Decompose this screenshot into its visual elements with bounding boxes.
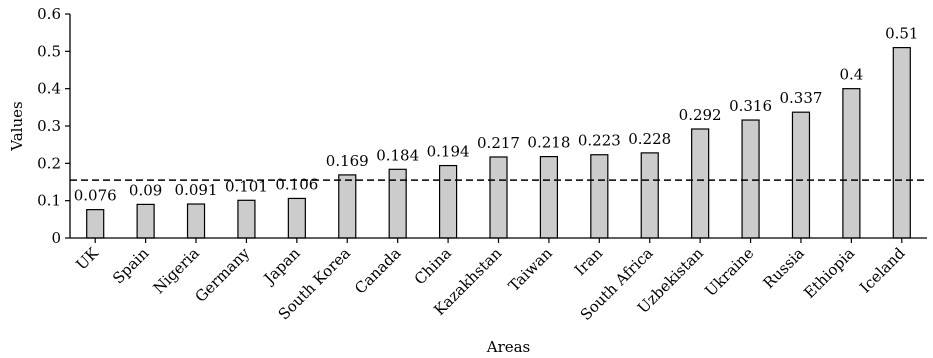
bars xyxy=(86,46,911,239)
bar-value-label: 0.337 xyxy=(779,89,822,107)
bar xyxy=(438,164,458,239)
bar-value-label: 0.223 xyxy=(578,132,621,150)
bar-value-label: 0.09 xyxy=(129,181,162,199)
bar xyxy=(338,174,357,239)
y-tick-label: 0.5 xyxy=(37,42,61,60)
bar-value-label: 0.316 xyxy=(729,97,772,115)
y-tick-label: 0.1 xyxy=(37,192,61,210)
bar xyxy=(186,203,206,239)
bar xyxy=(86,209,105,239)
bar-value-label: 0.194 xyxy=(427,143,470,161)
bar xyxy=(842,88,861,239)
bar-value-label: 0.217 xyxy=(477,134,520,152)
x-tick-label: Spain xyxy=(109,244,153,288)
x-tick-label: Iran xyxy=(571,244,606,279)
bar-value-label: 0.076 xyxy=(74,187,117,205)
x-tick-label: Russia xyxy=(760,244,808,292)
y-tick-label: 0.6 xyxy=(37,5,61,23)
bar-value-label: 0.106 xyxy=(275,175,318,193)
bar xyxy=(136,203,155,239)
bar-value-label: 0.169 xyxy=(326,152,369,170)
bar xyxy=(489,156,508,239)
bar xyxy=(791,111,811,239)
x-tick-label: Ukraine xyxy=(701,244,757,300)
bar-value-label: 0.292 xyxy=(679,106,722,124)
bar xyxy=(539,156,559,239)
bar-value-label: 0.091 xyxy=(175,181,218,199)
x-tick-label: UK xyxy=(72,244,102,274)
x-tick-label: Canada xyxy=(351,244,404,297)
bar-value-label: 0.218 xyxy=(527,134,570,152)
bar-value-label: 0.101 xyxy=(225,177,268,195)
y-tick-label: 0.3 xyxy=(37,117,61,135)
bar xyxy=(741,119,760,239)
bar xyxy=(287,197,306,239)
bar xyxy=(237,199,256,239)
bar xyxy=(590,154,609,239)
y-tick-label: 0.2 xyxy=(37,154,61,172)
y-tick-label: 0.4 xyxy=(37,80,61,98)
y-axis-label: Values xyxy=(8,101,26,151)
bar-value-label: 0.51 xyxy=(885,25,918,43)
x-tick-label: China xyxy=(411,244,455,288)
bar xyxy=(640,152,659,239)
x-tick-label: Iceland xyxy=(856,244,909,297)
x-axis-label: Areas xyxy=(486,338,531,356)
x-tick-label: Taiwan xyxy=(505,244,556,295)
bar-value-label: 0.228 xyxy=(628,130,671,148)
value-labels: 0.076 0.09 0.091 0.101 0.106 0.169 0.184 0.194 0… xyxy=(74,25,919,205)
y-axis-ticks: 0 0.1 0.2 0.3 0.4 0.5 0.6 xyxy=(37,5,70,247)
bar-value-label: 0.184 xyxy=(376,146,419,164)
bar xyxy=(691,128,710,239)
bar xyxy=(892,46,911,239)
x-tick-label: Japan xyxy=(259,244,304,289)
y-tick-label: 0 xyxy=(51,229,61,247)
x-tick-label: Germany xyxy=(192,244,254,306)
x-tick-label: Ethiopia xyxy=(800,244,858,302)
bar-value-label: 0.4 xyxy=(839,66,863,84)
